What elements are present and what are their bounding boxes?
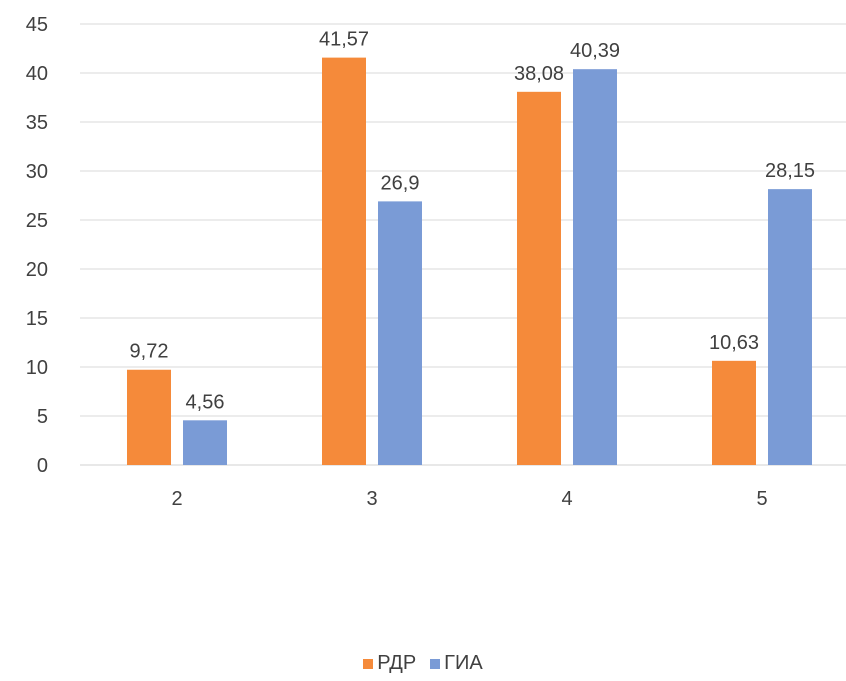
data-label: 9,72	[130, 341, 169, 363]
y-tick-label: 25	[26, 210, 48, 232]
x-tick-label: 5	[756, 488, 767, 510]
y-tick-label: 5	[37, 406, 48, 428]
legend-swatch-gia	[430, 658, 441, 669]
y-tick-label: 30	[26, 161, 48, 183]
x-tick-label: 3	[366, 488, 377, 510]
data-label: 41,57	[319, 29, 369, 51]
y-tick-label: 0	[37, 455, 48, 477]
bars	[127, 57, 812, 465]
y-tick-label: 45	[26, 14, 48, 36]
y-tick-label: 20	[26, 259, 48, 281]
data-label: 28,15	[765, 160, 815, 182]
x-tick-label: 4	[561, 488, 572, 510]
y-tick-label: 15	[26, 308, 48, 330]
bar-rdr-4	[517, 91, 561, 465]
data-labels: 9,72 4,56 41,57 26,9 38,08 40,39 10,63 28,15	[130, 29, 816, 414]
legend: РДР ГИА	[0, 652, 846, 675]
data-label: 26,9	[381, 172, 420, 194]
data-label: 4,56	[186, 391, 225, 413]
data-label: 38,08	[514, 63, 564, 85]
bar-gia-3	[378, 201, 422, 465]
legend-item-rdr: РДР	[363, 652, 416, 675]
legend-swatch-rdr	[363, 658, 374, 669]
legend-label-gia: ГИА	[444, 652, 483, 674]
bar-rdr-3	[322, 57, 366, 465]
legend-label-rdr: РДР	[377, 652, 417, 674]
bar-gia-4	[573, 69, 617, 465]
gridlines	[80, 23, 846, 466]
y-tick-label: 10	[26, 357, 48, 379]
bar-rdr-2	[127, 369, 171, 465]
x-tick-label: 2	[171, 488, 182, 510]
data-label: 10,63	[709, 332, 759, 354]
y-axis-ticks: 0 5 10 15 20 25 30 35 40 45	[26, 14, 48, 477]
x-axis-ticks: 2 3 4 5	[171, 488, 767, 510]
bar-gia-5	[768, 189, 812, 465]
data-label: 40,39	[570, 40, 620, 62]
bar-rdr-5	[712, 360, 756, 465]
y-tick-label: 40	[26, 63, 48, 85]
bar-gia-2	[183, 420, 227, 465]
legend-item-gia: ГИА	[430, 652, 483, 675]
y-tick-label: 35	[26, 112, 48, 134]
